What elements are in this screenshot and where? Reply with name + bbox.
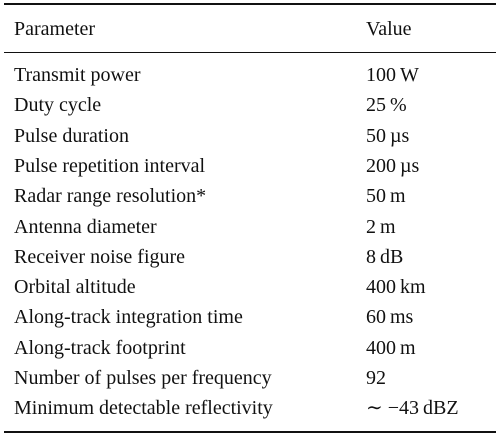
parameter-cell: Along-track integration time xyxy=(14,306,243,329)
value-cell: 2 m xyxy=(366,215,396,238)
parameter-cell: Radar range resolution* xyxy=(14,185,207,208)
top-rule xyxy=(4,3,496,5)
parameter-cell: Orbital altitude xyxy=(14,276,136,299)
value-cell: 100 W xyxy=(366,64,419,86)
header-rule xyxy=(4,52,496,53)
parameter-cell: Minimum detectable reflectivity xyxy=(14,397,273,420)
value-cell: 25 % xyxy=(366,94,407,117)
value-cell: ∼ −43 dBZ xyxy=(366,397,459,420)
value-cell: 92 xyxy=(366,367,386,389)
parameter-cell: Number of pulses per frequency xyxy=(14,367,272,389)
value-cell: 50 µs xyxy=(366,124,410,147)
value-cell: 8 dB xyxy=(366,245,404,268)
parameter-cell: Pulse duration xyxy=(14,124,129,147)
value-cell: 400 km xyxy=(366,276,426,299)
parameter-cell: Pulse repetition interval xyxy=(14,154,206,177)
bottom-rule xyxy=(4,431,496,433)
parameter-cell: Transmit power xyxy=(14,64,141,86)
parameter-cell: Receiver noise figure xyxy=(14,245,186,268)
parameter-cell: Antenna diameter xyxy=(14,215,157,238)
parameter-cell: Duty cycle xyxy=(14,94,102,117)
value-cell: 50 m xyxy=(366,185,406,208)
value-cell: 200 µs xyxy=(366,154,420,177)
value-cell: 60 ms xyxy=(366,306,414,329)
header-cell: Parameter xyxy=(14,18,96,40)
header-cell: Value xyxy=(366,18,412,40)
parameter-cell: Along-track footprint xyxy=(14,336,186,359)
value-cell: 400 m xyxy=(366,336,416,359)
